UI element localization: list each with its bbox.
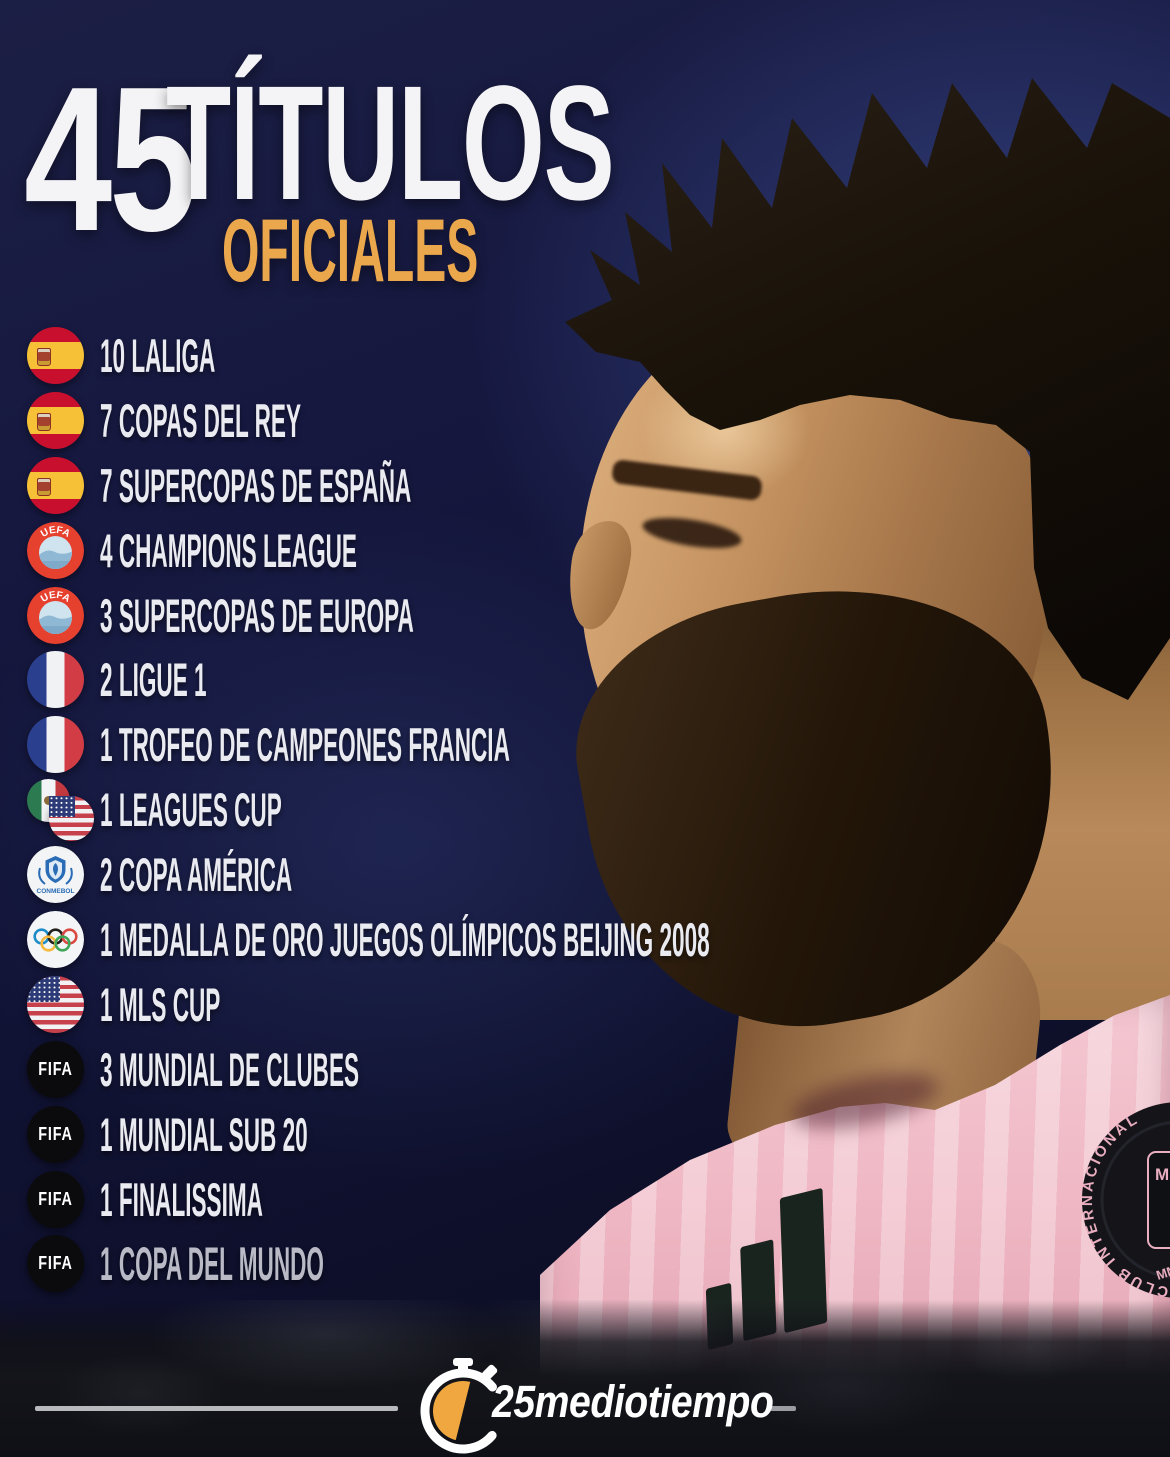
trophy-row: CONMEBOL 2 COPA AMÉRICA [27,846,1170,904]
conmebol-logo-icon: CONMEBOL [27,846,84,904]
stopwatch-icon [420,1358,506,1454]
trophy-row: FIFA 1 MUNDIAL SUB 20 [27,1105,1170,1163]
trophy-label: 10 LALIGA [100,329,216,382]
trophy-row: 1 MLS CUP [27,975,1170,1033]
trophy-label: 1 MLS CUP [100,977,221,1031]
mexico-usa-flags-icon [27,779,94,842]
trophy-list: 10 LALIGA 7 COPAS DEL REY 7 SUPERCOPAS D… [27,327,1170,1300]
fifa-logo-icon: FIFA [27,1235,84,1293]
trophy-label: 1 LEAGUES CUP [100,783,282,837]
brand-wordmark: 25mediotiempo [492,1376,774,1427]
usa-flag-icon [27,975,84,1033]
trophy-label: 4 CHAMPIONS LEAGUE [100,523,357,577]
svg-text:CONMEBOL: CONMEBOL [37,888,75,895]
trophy-row: UEFA 3 SUPERCOPAS DE EUROPA [27,586,1170,644]
fifa-logo-icon: FIFA [27,1105,84,1163]
trophy-label: 1 FINALISSIMA [100,1172,263,1226]
trophy-row: FIFA 3 MUNDIAL DE CLUBES [27,1040,1170,1098]
france-flag-icon [27,651,84,709]
trophy-row: FIFA 1 FINALISSIMA [27,1170,1170,1228]
title-word: TÍTULOS [166,51,615,234]
spain-flag-icon [27,391,84,449]
trophy-row: 10 LALIGA [27,327,1170,384]
title-subtitle: OFICIALES [222,200,479,300]
trophy-label: 2 LIGUE 1 [100,653,207,707]
uefa-logo-icon: UEFA [27,521,84,579]
fifa-logo-icon: FIFA [27,1040,84,1098]
trophy-row: FIFA 1 COPA DEL MUNDO [27,1235,1170,1293]
uefa-logo-icon: UEFA [27,586,84,644]
spain-flag-icon [27,327,84,384]
inter-miami-crest-icon: CLUB INTERNACIONAL MIAMI MMX [1080,1102,1170,1300]
trophy-label: 1 COPA DEL MUNDO [100,1237,324,1291]
divider-dash [770,1406,796,1411]
trophy-label: 7 COPAS DEL REY [100,393,302,447]
trophy-label: 3 SUPERCOPAS DE EUROPA [100,588,414,642]
trophy-label: 1 MUNDIAL SUB 20 [100,1107,308,1161]
fifa-logo-icon: FIFA [27,1170,84,1228]
trophy-row: 1 LEAGUES CUP [27,779,1170,842]
trophy-row: 1 TROFEO DE CAMPEONES FRANCIA [27,716,1170,774]
trophy-row: 2 LIGUE 1 [27,651,1170,709]
trophy-row: 7 SUPERCOPAS DE ESPAÑA [27,456,1170,514]
olympic-rings-icon [27,911,84,969]
title-number: 45 [24,44,197,274]
trophy-label: 3 MUNDIAL DE CLUBES [100,1042,360,1096]
trophy-label: 1 MEDALLA DE ORO JUEGOS OLÍMPICOS BEIJIN… [100,913,710,967]
trophy-row: UEFA 4 CHAMPIONS LEAGUE [27,521,1170,579]
france-flag-icon [27,716,84,774]
crest-center-text: MIAMI [1155,1165,1170,1184]
divider-line [35,1406,398,1411]
trophy-label: 1 TROFEO DE CAMPEONES FRANCIA [100,718,510,772]
usa-flag-icon [49,796,94,842]
footer-band [0,1300,1170,1457]
trophy-row: 7 COPAS DEL REY [27,391,1170,449]
trophy-label: 7 SUPERCOPAS DE ESPAÑA [100,458,412,512]
spain-flag-icon [27,456,84,514]
trophy-row: 1 MEDALLA DE ORO JUEGOS OLÍMPICOS BEIJIN… [27,911,1170,969]
trophy-label: 2 COPA AMÉRICA [100,848,293,902]
